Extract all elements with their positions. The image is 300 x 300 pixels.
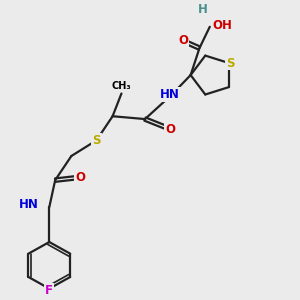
Text: S: S xyxy=(92,134,101,147)
Text: HN: HN xyxy=(160,88,180,101)
Text: H: H xyxy=(197,3,207,16)
Text: HN: HN xyxy=(19,198,39,211)
Text: O: O xyxy=(178,34,188,47)
Text: S: S xyxy=(226,56,235,70)
Text: CH₃: CH₃ xyxy=(112,81,131,91)
Text: O: O xyxy=(165,122,175,136)
Text: O: O xyxy=(75,171,85,184)
Text: OH: OH xyxy=(213,19,232,32)
Text: F: F xyxy=(45,284,53,296)
